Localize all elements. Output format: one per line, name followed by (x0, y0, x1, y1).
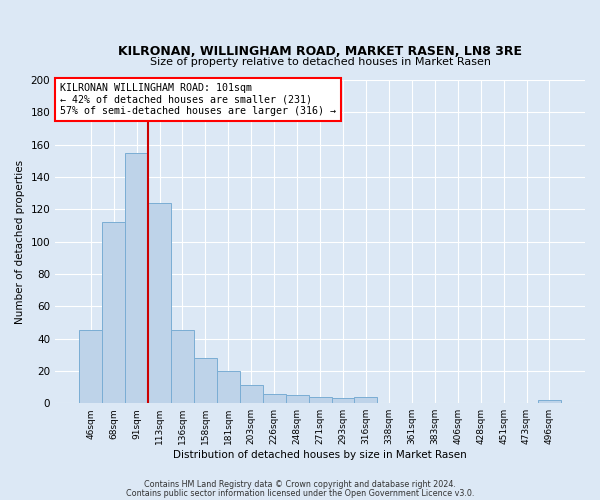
Bar (148, 203, 171, 403)
Bar (102, 222, 125, 403)
Bar (79, 330, 102, 403)
Y-axis label: Number of detached properties: Number of detached properties (15, 160, 25, 324)
Title: KILRONAN, WILLINGHAM ROAD, MARKET RASEN, LN8 3RE: KILRONAN, WILLINGHAM ROAD, MARKET RASEN,… (118, 45, 522, 58)
Text: Size of property relative to detached houses in Market Rasen: Size of property relative to detached ho… (149, 57, 491, 67)
Bar (217, 371, 240, 403)
X-axis label: Distribution of detached houses by size in Market Rasen: Distribution of detached houses by size … (173, 450, 467, 460)
Bar (332, 398, 355, 403)
Bar (240, 386, 263, 403)
Bar (308, 396, 332, 403)
Bar (171, 330, 194, 403)
Bar (538, 400, 561, 403)
Bar (263, 394, 286, 403)
Text: KILRONAN WILLINGHAM ROAD: 101sqm
← 42% of detached houses are smaller (231)
57% : KILRONAN WILLINGHAM ROAD: 101sqm ← 42% o… (61, 83, 337, 116)
Text: Contains public sector information licensed under the Open Government Licence v3: Contains public sector information licen… (126, 489, 474, 498)
Bar (194, 358, 217, 403)
Bar (286, 395, 308, 403)
Bar (355, 396, 377, 403)
Text: Contains HM Land Registry data © Crown copyright and database right 2024.: Contains HM Land Registry data © Crown c… (144, 480, 456, 489)
Bar (125, 152, 148, 403)
